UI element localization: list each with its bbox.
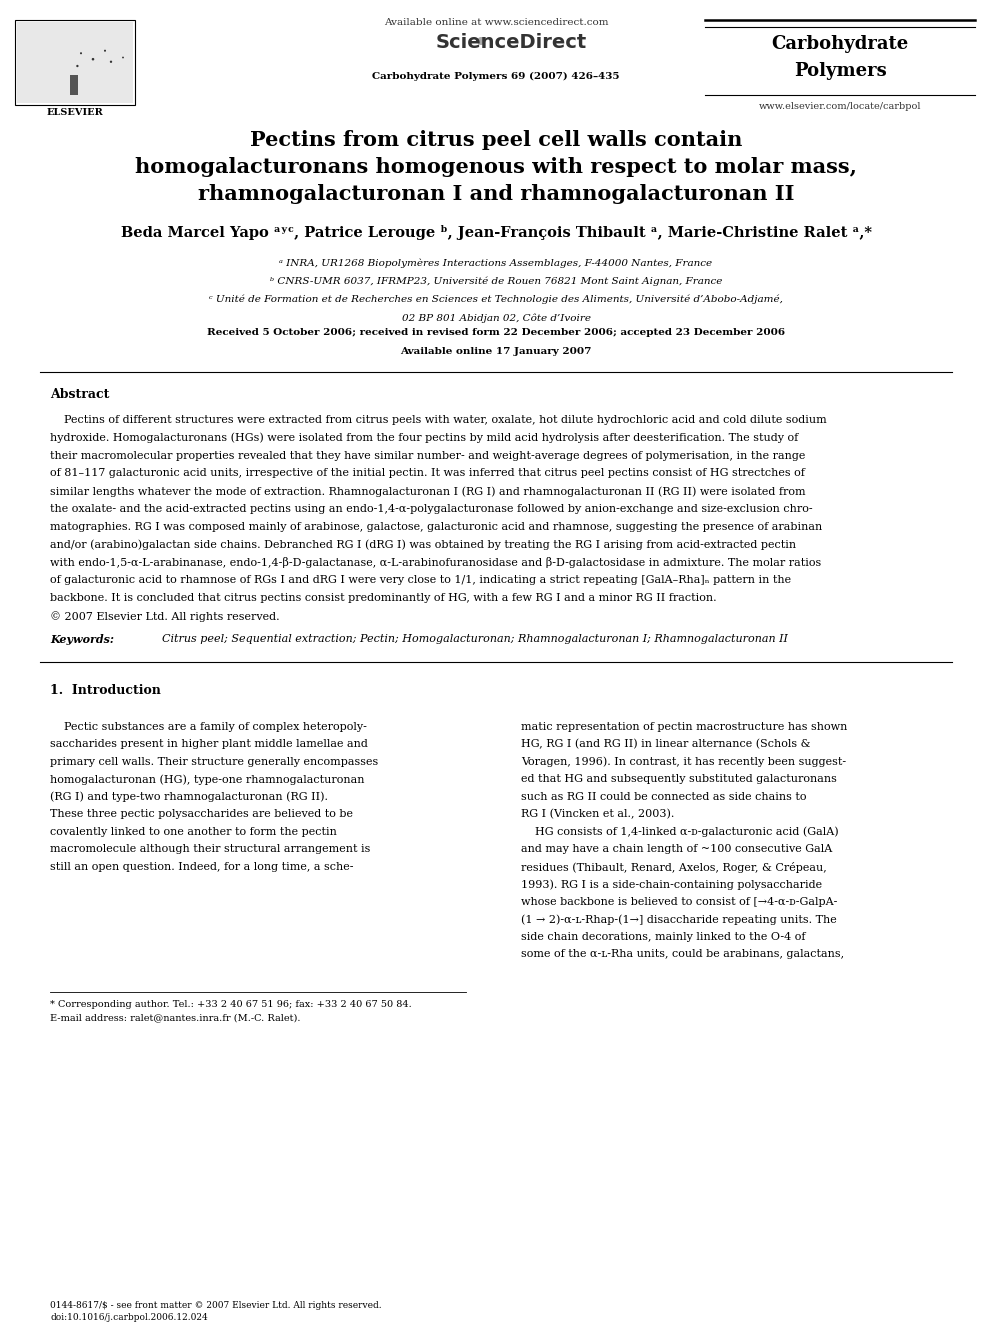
Text: Voragen, 1996). In contrast, it has recently been suggest-: Voragen, 1996). In contrast, it has rece…: [521, 757, 846, 767]
Text: Polymers: Polymers: [794, 62, 887, 79]
Text: of 81–117 galacturonic acid units, irrespective of the initial pectin. It was in: of 81–117 galacturonic acid units, irres…: [50, 468, 805, 479]
Circle shape: [110, 61, 112, 64]
Bar: [70, 75, 78, 95]
Text: Keywords:: Keywords:: [50, 634, 114, 644]
Text: www.elsevier.com/locate/carbpol: www.elsevier.com/locate/carbpol: [759, 102, 922, 111]
Text: backbone. It is concluded that citrus pectins consist predominantly of HG, with : backbone. It is concluded that citrus pe…: [50, 593, 716, 603]
Text: HG consists of 1,4-linked α-ᴅ-galacturonic acid (GalA): HG consists of 1,4-linked α-ᴅ-galacturon…: [521, 827, 838, 837]
Text: the oxalate- and the acid-extracted pectins using an endo-1,4-α-polygalacturonas: the oxalate- and the acid-extracted pect…: [50, 504, 812, 515]
Text: Pectins from citrus peel cell walls contain: Pectins from citrus peel cell walls cont…: [250, 130, 742, 149]
Text: © 2007 Elsevier Ltd. All rights reserved.: © 2007 Elsevier Ltd. All rights reserved…: [50, 611, 280, 622]
Text: doi:10.1016/j.carbpol.2006.12.024: doi:10.1016/j.carbpol.2006.12.024: [50, 1312, 207, 1322]
Circle shape: [91, 58, 94, 61]
Text: Received 5 October 2006; received in revised form 22 December 2006; accepted 23 : Received 5 October 2006; received in rev…: [207, 328, 785, 337]
Text: Available online 17 January 2007: Available online 17 January 2007: [401, 347, 591, 356]
Text: similar lengths whatever the mode of extraction. Rhamnogalacturonan I (RG I) and: similar lengths whatever the mode of ext…: [50, 486, 806, 496]
Text: RG I (Vincken et al., 2003).: RG I (Vincken et al., 2003).: [521, 810, 675, 819]
Text: 1993). RG I is a side-chain-containing polysaccharide: 1993). RG I is a side-chain-containing p…: [521, 878, 822, 889]
Text: homogalacturonans homogenous with respect to molar mass,: homogalacturonans homogenous with respec…: [135, 157, 857, 177]
Text: 0144-8617/$ - see front matter © 2007 Elsevier Ltd. All rights reserved.: 0144-8617/$ - see front matter © 2007 El…: [50, 1301, 382, 1310]
Text: Carbohydrate: Carbohydrate: [772, 34, 909, 53]
Text: Beda Marcel Yapo ᵃʸᶜ, Patrice Lerouge ᵇ, Jean-François Thibault ᵃ, Marie-Christi: Beda Marcel Yapo ᵃʸᶜ, Patrice Lerouge ᵇ,…: [120, 225, 872, 239]
Text: of galacturonic acid to rhamnose of RGs I and dRG I were very close to 1/1, indi: of galacturonic acid to rhamnose of RGs …: [50, 576, 792, 585]
Text: ScienceDirect: ScienceDirect: [435, 33, 586, 53]
Text: with endo-1,5-α-L-arabinanase, endo-1,4-β-D-galactanase, α-L-arabinofuranosidase: with endo-1,5-α-L-arabinanase, endo-1,4-…: [50, 557, 821, 569]
Text: covalently linked to one another to form the pectin: covalently linked to one another to form…: [50, 827, 337, 836]
Text: saccharides present in higher plant middle lamellae and: saccharides present in higher plant midd…: [50, 740, 368, 749]
Text: some of the α-ʟ-Rha units, could be arabinans, galactans,: some of the α-ʟ-Rha units, could be arab…: [521, 949, 844, 959]
Text: ELSEVIER: ELSEVIER: [47, 108, 103, 116]
Text: (1 → 2)-α-ʟ-Rhap-(1→] disaccharide repeating units. The: (1 → 2)-α-ʟ-Rhap-(1→] disaccharide repea…: [521, 914, 836, 925]
Bar: [15, 20, 135, 105]
Text: ᵃ INRA, UR1268 Biopolymères Interactions Assemblages, F-44000 Nantes, France: ᵃ INRA, UR1268 Biopolymères Interactions…: [280, 258, 712, 267]
Text: •: •: [473, 29, 489, 57]
Text: primary cell walls. Their structure generally encompasses: primary cell walls. Their structure gene…: [50, 757, 378, 766]
Text: whose backbone is believed to consist of [→4-α-ᴅ-GalpA-: whose backbone is believed to consist of…: [521, 897, 837, 906]
Text: Citrus peel; Sequential extraction; Pectin; Homogalacturonan; Rhamnogalacturonan: Citrus peel; Sequential extraction; Pect…: [155, 634, 788, 643]
Text: and may have a chain length of ~100 consecutive GalA: and may have a chain length of ~100 cons…: [521, 844, 832, 855]
Text: macromolecule although their structural arrangement is: macromolecule although their structural …: [50, 844, 370, 855]
Text: 1.  Introduction: 1. Introduction: [50, 684, 161, 697]
Text: 02 BP 801 Abidjan 02, Côte d’Ivoire: 02 BP 801 Abidjan 02, Côte d’Ivoire: [402, 314, 590, 323]
Text: their macromolecular properties revealed that they have similar number- and weig: their macromolecular properties revealed…: [50, 451, 806, 460]
Text: Pectins of different structures were extracted from citrus peels with water, oxa: Pectins of different structures were ext…: [50, 415, 826, 425]
Text: * Corresponding author. Tel.: +33 2 40 67 51 96; fax: +33 2 40 67 50 84.: * Corresponding author. Tel.: +33 2 40 6…: [50, 1000, 412, 1008]
Text: residues (Thibault, Renard, Axelos, Roger, & Crépeau,: residues (Thibault, Renard, Axelos, Roge…: [521, 861, 826, 873]
Text: matographies. RG I was composed mainly of arabinose, galactose, galacturonic aci: matographies. RG I was composed mainly o…: [50, 521, 822, 532]
Text: (RG I) and type-two rhamnogalacturonan (RG II).: (RG I) and type-two rhamnogalacturonan (…: [50, 791, 328, 802]
Text: homogalacturonan (HG), type-one rhamnogalacturonan: homogalacturonan (HG), type-one rhamnoga…: [50, 774, 364, 785]
Circle shape: [80, 52, 82, 54]
Text: Abstract: Abstract: [50, 388, 109, 401]
Text: matic representation of pectin macrostructure has shown: matic representation of pectin macrostru…: [521, 721, 847, 732]
Circle shape: [122, 57, 124, 58]
Text: HG, RG I (and RG II) in linear alternance (Schols &: HG, RG I (and RG II) in linear alternanc…: [521, 740, 810, 749]
Text: side chain decorations, mainly linked to the O-4 of: side chain decorations, mainly linked to…: [521, 931, 806, 942]
Text: hydroxide. Homogalacturonans (HGs) were isolated from the four pectins by mild a: hydroxide. Homogalacturonans (HGs) were …: [50, 433, 799, 443]
Text: These three pectic polysaccharides are believed to be: These three pectic polysaccharides are b…: [50, 810, 353, 819]
Text: Carbohydrate Polymers 69 (2007) 426–435: Carbohydrate Polymers 69 (2007) 426–435: [372, 71, 620, 81]
Text: ᶜ Unité de Formation et de Recherches en Sciences et Technologie des Aliments, U: ᶜ Unité de Formation et de Recherches en…: [209, 295, 783, 304]
Text: still an open question. Indeed, for a long time, a sche-: still an open question. Indeed, for a lo…: [50, 861, 353, 872]
Text: E-mail address: ralet@nantes.inra.fr (M.-C. Ralet).: E-mail address: ralet@nantes.inra.fr (M.…: [50, 1013, 301, 1023]
Circle shape: [76, 65, 78, 67]
Text: ᵇ CNRS-UMR 6037, IFRMP23, Université de Rouen 76821 Mont Saint Aignan, France: ᵇ CNRS-UMR 6037, IFRMP23, Université de …: [270, 277, 722, 286]
Text: ed that HG and subsequently substituted galacturonans: ed that HG and subsequently substituted …: [521, 774, 837, 785]
Circle shape: [104, 50, 106, 52]
Text: Pectic substances are a family of complex heteropoly-: Pectic substances are a family of comple…: [50, 721, 367, 732]
Bar: [17, 22, 133, 103]
Text: rhamnogalacturonan I and rhamnogalacturonan II: rhamnogalacturonan I and rhamnogalacturo…: [197, 184, 795, 204]
Text: such as RG II could be connected as side chains to: such as RG II could be connected as side…: [521, 791, 806, 802]
Text: and/or (arabino)galactan side chains. Debranched RG I (dRG I) was obtained by tr: and/or (arabino)galactan side chains. De…: [50, 540, 797, 550]
Text: Available online at www.sciencedirect.com: Available online at www.sciencedirect.co…: [384, 19, 608, 26]
